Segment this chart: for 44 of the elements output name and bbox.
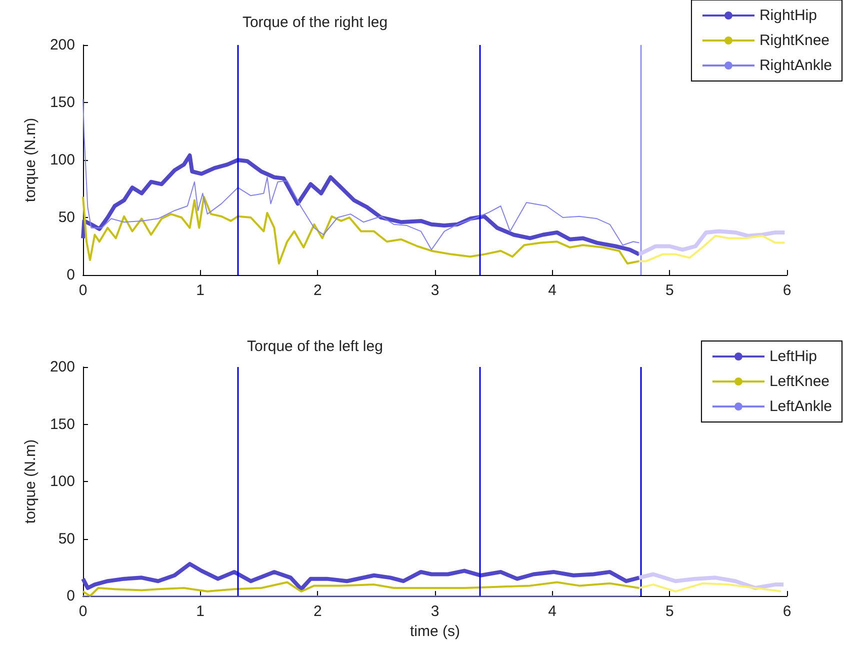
line-series <box>637 572 786 590</box>
line-series <box>638 234 786 262</box>
y-tick-label: 0 <box>66 588 75 604</box>
x-tick-label: 4 <box>548 282 557 299</box>
x-tick-label: 6 <box>782 603 792 620</box>
line-series <box>82 98 640 250</box>
legend-label: LeftHip <box>769 348 817 365</box>
x-tick-label: 0 <box>78 603 88 620</box>
chart-title: Torque of the right leg <box>242 14 388 31</box>
y-tick-label: 200 <box>50 36 75 54</box>
x-tick-label: 4 <box>548 603 557 620</box>
y-tick-label: 100 <box>50 473 75 490</box>
y-tick-label: 150 <box>50 416 75 433</box>
y-tick-label: 100 <box>50 152 75 168</box>
line-series <box>637 229 787 256</box>
x-tick-label: 5 <box>665 603 674 620</box>
chart-title: Torque of the left leg <box>247 338 383 355</box>
legend-label: LeftKnee <box>769 373 830 390</box>
line-series <box>81 153 642 256</box>
legend-label: LeftAnkle <box>769 398 832 415</box>
y-tick-label: 200 <box>50 358 75 376</box>
legend-label: RightHip <box>759 7 817 24</box>
y-tick-label: 0 <box>66 266 75 284</box>
x-tick-label: 1 <box>196 603 205 620</box>
x-axis-title: time (s) <box>410 622 460 640</box>
x-tick-label: 2 <box>313 282 322 299</box>
y-tick-label: 150 <box>50 94 75 111</box>
legend-label: RightAnkle <box>759 57 832 74</box>
x-tick-label: 5 <box>665 282 674 299</box>
y-axis-title: torque (N.m) <box>22 439 39 524</box>
x-tick-label: 3 <box>430 282 440 299</box>
y-tick-label: 50 <box>58 209 75 226</box>
y-tick-label: 50 <box>58 530 75 548</box>
y-axis-title: torque (N.m) <box>22 118 39 202</box>
line-series <box>82 196 640 264</box>
line-series <box>82 581 640 597</box>
x-tick-label: 2 <box>313 603 322 620</box>
legend-label: RightKnee <box>759 32 830 49</box>
x-tick-label: 6 <box>782 282 792 299</box>
x-tick-label: 3 <box>430 603 440 620</box>
x-tick-label: 1 <box>196 282 205 299</box>
line-series <box>81 562 642 592</box>
line-series <box>638 582 782 592</box>
x-tick-label: 0 <box>78 282 88 299</box>
